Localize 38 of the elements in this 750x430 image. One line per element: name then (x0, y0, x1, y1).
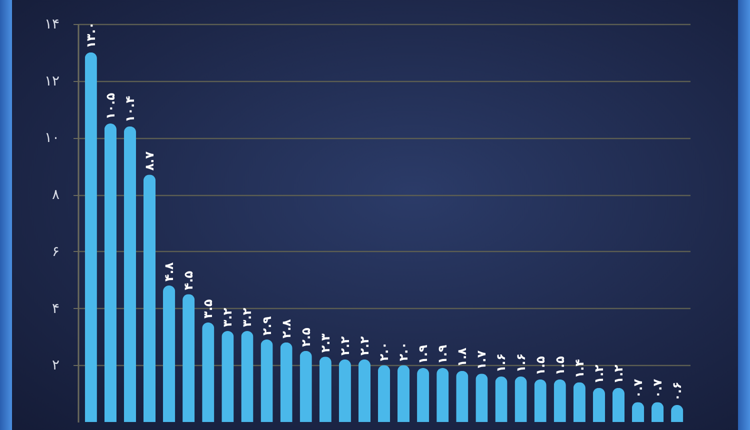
data-label: ۳.۲ (240, 307, 254, 328)
data-label: ۰.۷ (650, 378, 665, 398)
data-label: ۴.۵ (182, 270, 196, 290)
data-label: ۲.۲ (357, 336, 372, 356)
y-tick-label: ۱۰ (44, 130, 60, 146)
data-label: ۱.۹ (416, 344, 430, 364)
data-label: ۴.۸ (162, 262, 176, 282)
data-label: ۱۰.۴ (122, 96, 137, 122)
data-label: ۱.۵ (552, 356, 567, 376)
data-label: ۱.۲ (611, 364, 626, 384)
data-label: ۲.۵ (298, 328, 313, 347)
data-label: ۲.۸ (279, 318, 294, 338)
data-label: ۲.۳ (318, 332, 332, 353)
data-label: ۱۰.۵ (103, 92, 118, 120)
y-tick-label: ۸ (52, 187, 60, 204)
y-tick-label: ۱۲ (44, 73, 60, 90)
data-label: ۱.۶ (514, 353, 528, 373)
data-label: ۲.۲ (338, 336, 352, 356)
data-label: ۱.۶ (494, 353, 508, 373)
data-label: ۱.۲ (592, 364, 606, 384)
y-tick-label: ۲ (52, 358, 60, 374)
data-label: ۱.۸ (455, 346, 470, 367)
data-label: ۲.۰ (377, 342, 391, 362)
y-tick-label: ۱۴ (44, 16, 60, 32)
data-label: ۳.۵ (201, 299, 216, 318)
data-label: ۱۳.۰ (84, 22, 98, 48)
data-label: ۱.۹ (436, 344, 450, 364)
data-label: ۳.۲ (220, 307, 235, 328)
data-label: ۲.۰ (396, 342, 411, 362)
data-label: ۰.۶ (670, 382, 684, 401)
data-label: ۱.۵ (533, 356, 548, 376)
data-label: ۸.۷ (142, 150, 157, 171)
data-label: ۱.۷ (474, 350, 489, 370)
data-label: ۰.۷ (631, 378, 646, 398)
y-tick-label: ۶ (52, 244, 60, 260)
y-tick-label: ۴ (52, 300, 60, 317)
data-label: ۱.۴ (572, 358, 586, 378)
data-label: ۲.۹ (260, 316, 274, 336)
